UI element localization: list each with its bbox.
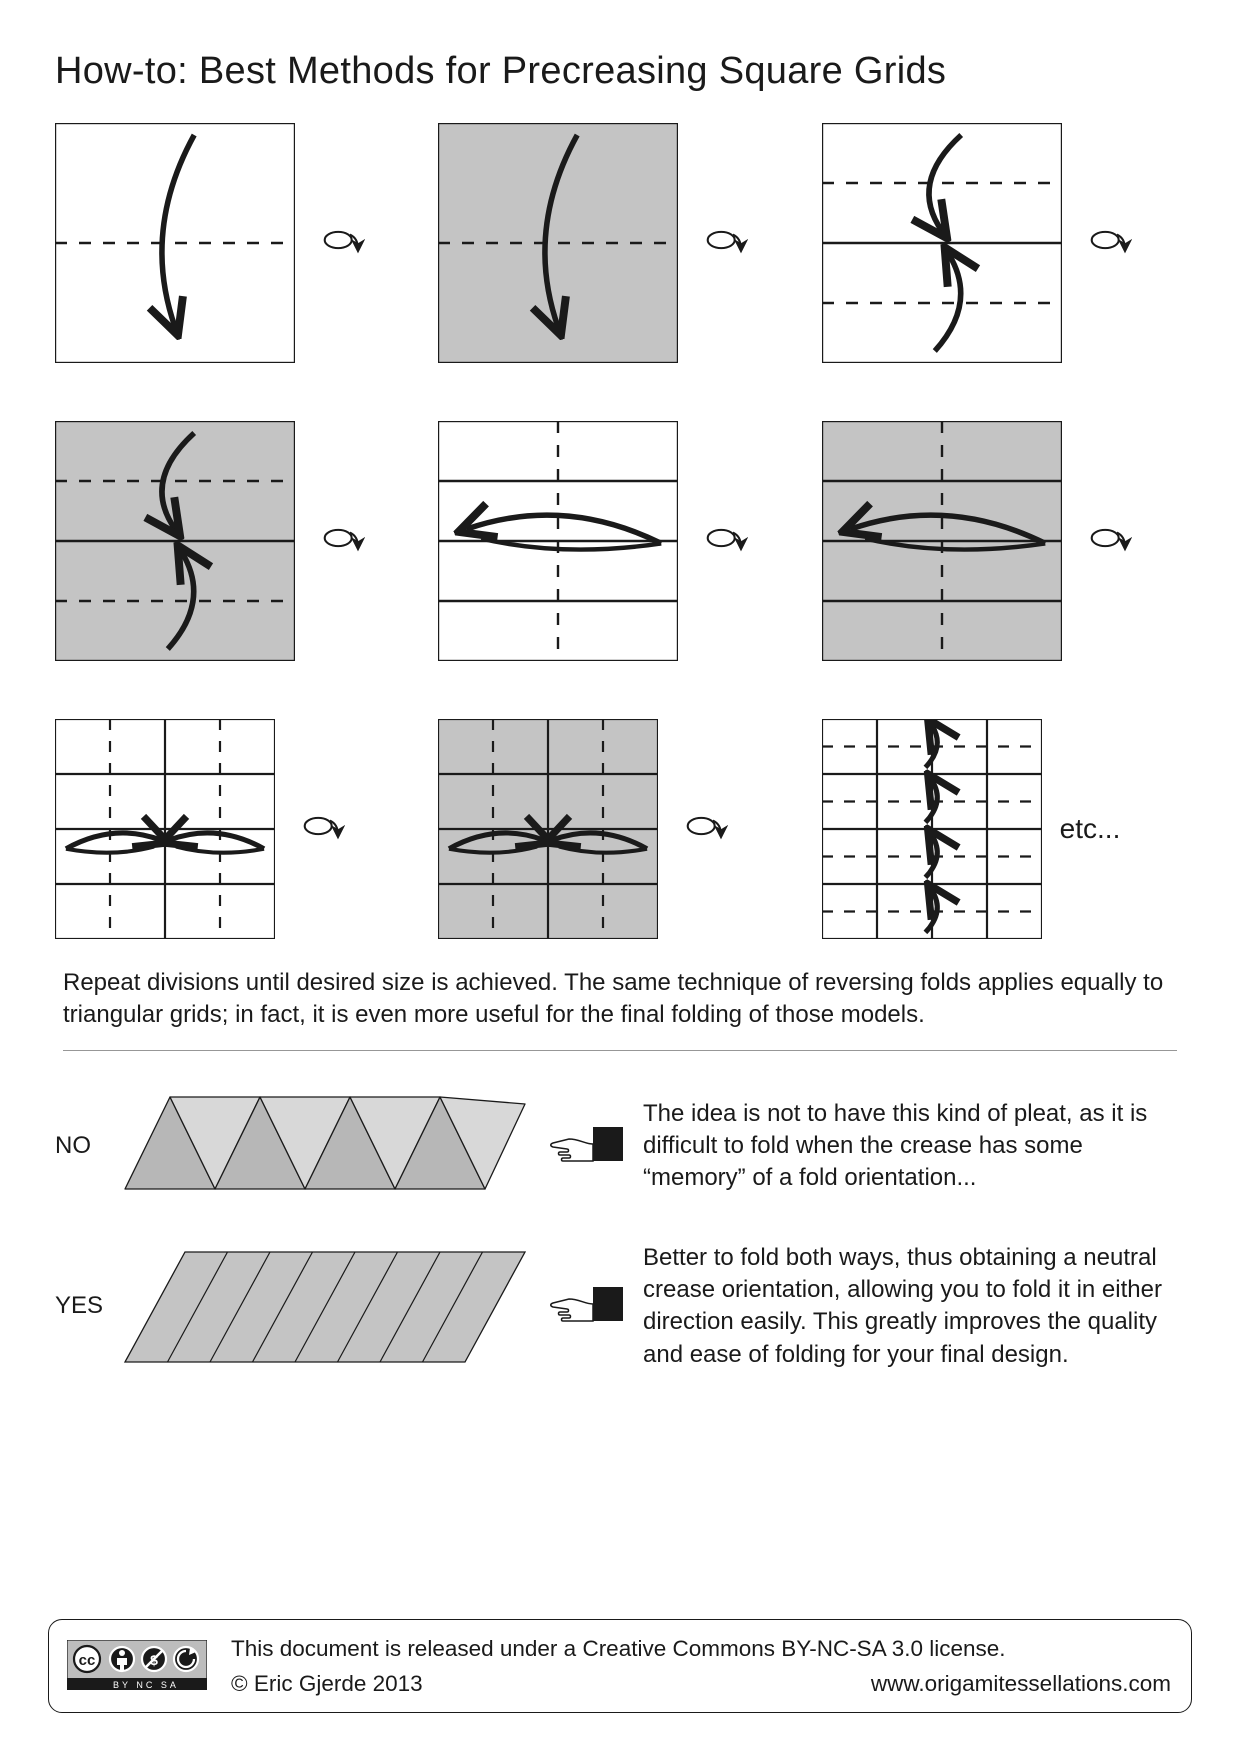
step-cell-2 — [438, 123, 801, 363]
step-diagram — [822, 421, 1062, 661]
footer: BY NC SA cc $ This document is relea — [48, 1619, 1192, 1713]
svg-text:BY NC SA: BY NC SA — [113, 1680, 179, 1690]
footer-url: www.origamitessellations.com — [871, 1667, 1171, 1702]
step-cell-4 — [55, 421, 418, 661]
steps-grid: etc... — [55, 123, 1185, 939]
step-cell-5 — [438, 421, 801, 661]
no-row: NO The idea is — [55, 1079, 1185, 1214]
step-diagram — [438, 421, 678, 661]
pointing-hand-icon — [545, 1119, 625, 1174]
turn-over-icon — [696, 213, 756, 273]
yes-label: YES — [55, 1292, 115, 1320]
step-diagram — [438, 123, 678, 363]
footer-license: This document is released under a Creati… — [231, 1632, 1171, 1667]
no-text: The idea is not to have this kind of ple… — [643, 1098, 1185, 1195]
step-diagram — [55, 421, 295, 661]
step-cell-1 — [55, 123, 418, 363]
step-diagram — [438, 719, 658, 939]
turn-over-icon — [1080, 511, 1140, 571]
step-diagram — [822, 123, 1062, 363]
no-label: NO — [55, 1132, 115, 1160]
yes-diagram — [115, 1234, 535, 1379]
svg-text:cc: cc — [79, 1652, 96, 1669]
turn-over-icon — [1080, 213, 1140, 273]
divider — [63, 1050, 1177, 1051]
step-cell-6 — [822, 421, 1185, 661]
step-cell-3 — [822, 123, 1185, 363]
footer-copyright: © Eric Gjerde 2013 — [231, 1667, 423, 1702]
cc-badge-icon: BY NC SA cc $ — [67, 1640, 207, 1695]
pointing-hand-icon — [545, 1279, 625, 1334]
step-diagram — [55, 123, 295, 363]
page-title: How-to: Best Methods for Precreasing Squ… — [55, 50, 1185, 93]
instruction-text: Repeat divisions until desired size is a… — [63, 967, 1177, 1032]
turn-over-icon — [293, 799, 353, 859]
no-diagram — [115, 1079, 535, 1214]
etc-label: etc... — [1060, 813, 1121, 845]
step-cell-8 — [438, 719, 801, 939]
yes-row: YES Better to fold both wa — [55, 1234, 1185, 1379]
turn-over-icon — [696, 511, 756, 571]
step-cell-7 — [55, 719, 418, 939]
turn-over-icon — [313, 213, 373, 273]
step-diagram — [822, 719, 1042, 939]
turn-over-icon — [676, 799, 736, 859]
turn-over-icon — [313, 511, 373, 571]
yes-text: Better to fold both ways, thus obtaining… — [643, 1242, 1185, 1372]
step-cell-9: etc... — [822, 719, 1185, 939]
step-diagram — [55, 719, 275, 939]
